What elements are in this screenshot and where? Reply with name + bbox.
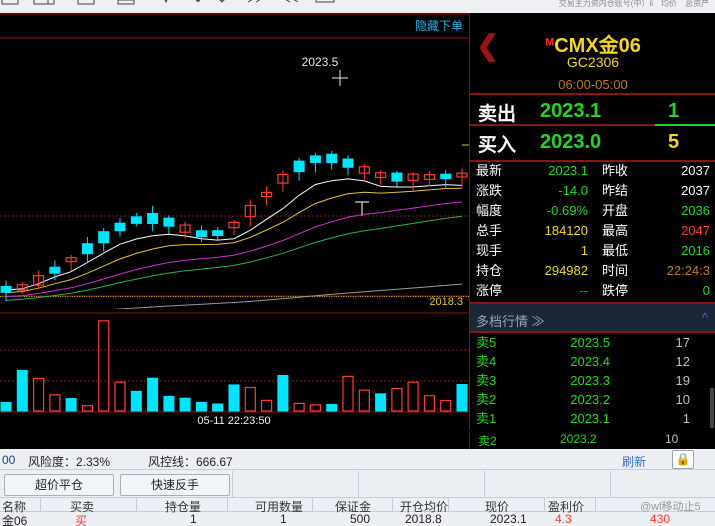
svg-text:1: 1 bbox=[683, 411, 690, 426]
svg-text:2023.5: 2023.5 bbox=[302, 55, 339, 69]
svg-text:昨结: 昨结 bbox=[602, 183, 628, 198]
svg-text:幅度: 幅度 bbox=[476, 203, 502, 218]
svg-text:卖2: 卖2 bbox=[476, 392, 496, 407]
svg-text:17: 17 bbox=[676, 335, 690, 350]
svg-text:1: 1 bbox=[581, 243, 588, 258]
svg-text:2023.1: 2023.1 bbox=[548, 163, 588, 178]
svg-text:2037: 2037 bbox=[681, 163, 710, 178]
svg-text:2037: 2037 bbox=[681, 183, 710, 198]
svg-text:2023.3: 2023.3 bbox=[570, 373, 610, 388]
svg-text:294982: 294982 bbox=[545, 263, 588, 278]
svg-text:05-11 22:23:50: 05-11 22:23:50 bbox=[197, 415, 270, 427]
svg-text:卖3: 卖3 bbox=[476, 373, 496, 388]
svg-text:总手: 总手 bbox=[476, 223, 502, 238]
svg-text:最新: 最新 bbox=[476, 163, 502, 178]
svg-text:-0.69%: -0.69% bbox=[547, 203, 589, 218]
svg-text:涨停: 涨停 bbox=[476, 283, 502, 298]
svg-text:跌停: 跌停 bbox=[602, 283, 628, 298]
svg-text:卖1: 卖1 bbox=[476, 411, 496, 426]
svg-text:卖4: 卖4 bbox=[476, 354, 496, 369]
svg-text:22:24:3: 22:24:3 bbox=[667, 263, 710, 278]
svg-text:184120: 184120 bbox=[545, 223, 588, 238]
svg-text:隐藏下单: 隐藏下单 bbox=[415, 19, 463, 33]
svg-text:最高: 最高 bbox=[602, 223, 628, 238]
svg-text:持仓: 持仓 bbox=[476, 263, 502, 278]
svg-text:卖5: 卖5 bbox=[476, 335, 496, 350]
svg-text:昨收: 昨收 bbox=[602, 163, 628, 178]
svg-text:2023.1: 2023.1 bbox=[570, 411, 610, 426]
svg-text:2023.5: 2023.5 bbox=[570, 335, 610, 350]
svg-text:最低: 最低 bbox=[602, 243, 628, 258]
svg-text:-14.0: -14.0 bbox=[558, 183, 588, 198]
svg-text:2016: 2016 bbox=[681, 243, 710, 258]
svg-text:2023.2: 2023.2 bbox=[570, 392, 610, 407]
svg-text:时间: 时间 bbox=[602, 263, 628, 278]
svg-text:涨跌: 涨跌 bbox=[476, 183, 502, 198]
svg-text:2047: 2047 bbox=[681, 223, 710, 238]
svg-text:0: 0 bbox=[703, 283, 710, 298]
svg-text:10: 10 bbox=[676, 392, 690, 407]
svg-text:--: -- bbox=[579, 283, 588, 298]
svg-text:现手: 现手 bbox=[476, 243, 502, 258]
svg-text:开盘: 开盘 bbox=[602, 203, 628, 218]
svg-text:19: 19 bbox=[676, 373, 690, 388]
svg-text:2018.3: 2018.3 bbox=[429, 296, 463, 308]
svg-text:12: 12 bbox=[676, 354, 690, 369]
svg-text:2036: 2036 bbox=[681, 203, 710, 218]
svg-text:2023.4: 2023.4 bbox=[570, 354, 610, 369]
